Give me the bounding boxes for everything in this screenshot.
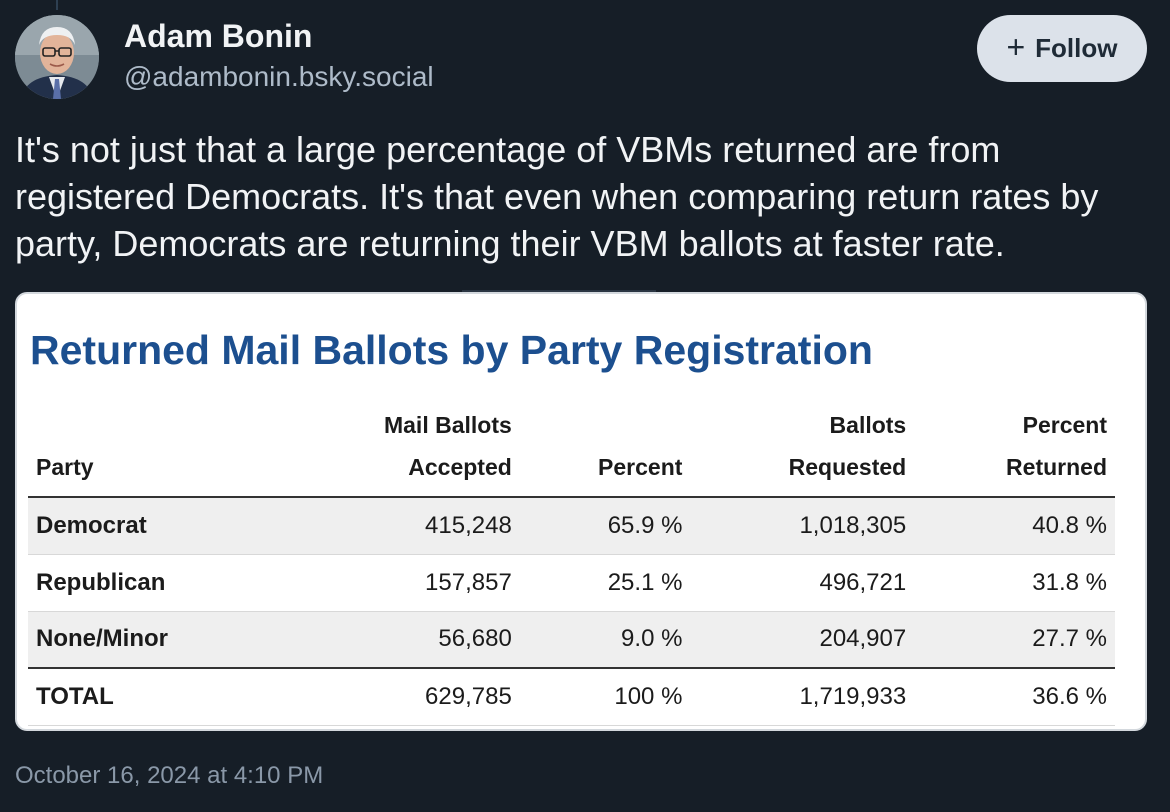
avatar[interactable]: [15, 15, 99, 99]
table-cell: 415,248: [228, 497, 520, 555]
table-cell: 9.0 %: [519, 611, 691, 669]
avatar-photo: [15, 15, 99, 99]
plus-icon: +: [1006, 29, 1026, 65]
table-cell: 31.8 %: [914, 554, 1115, 612]
header-requested-line2: Requested: [788, 454, 907, 480]
table-cell: 56,680: [228, 611, 520, 669]
ballots-table: Party Mail Ballots Accepted Percent Ballo…: [28, 404, 1115, 726]
table-header-row: Party Mail Ballots Accepted Percent Ballo…: [28, 404, 1115, 498]
table-cell: None/Minor: [28, 611, 229, 669]
table-cell: 40.8 %: [914, 497, 1115, 555]
embedded-image[interactable]: Returned Mail Ballots by Party Registrat…: [15, 292, 1147, 731]
table-row: None/Minor 56,680 9.0 % 204,907 27.7 %: [28, 611, 1115, 669]
table-title: Returned Mail Ballots by Party Registrat…: [30, 327, 873, 373]
table-cell: 36.6 %: [914, 668, 1115, 726]
table-cell: 629,785: [228, 668, 520, 726]
author-handle[interactable]: @adambonin.bsky.social: [124, 61, 434, 92]
header-requested-line1: Ballots: [829, 412, 907, 438]
table-cell: 1,719,933: [690, 668, 915, 726]
table-cell: 204,907: [690, 611, 915, 669]
table-cell: Republican: [28, 554, 229, 612]
header-accepted-line2: Accepted: [408, 454, 512, 480]
table-row-total: TOTAL 629,785 100 % 1,719,933 36.6 %: [28, 668, 1115, 726]
author-name[interactable]: Adam Bonin: [124, 18, 313, 54]
follow-label: Follow: [1035, 33, 1118, 63]
table-cell: Democrat: [28, 497, 229, 555]
table-cell: 27.7 %: [914, 611, 1115, 669]
post-text: It's not just that a large percentage of…: [15, 129, 1099, 264]
embed-divider: [462, 290, 656, 292]
header-percent-returned: Percent Returned: [914, 404, 1115, 498]
table-cell: 25.1 %: [519, 554, 691, 612]
post-timestamp[interactable]: October 16, 2024 at 4:10 PM: [15, 762, 324, 789]
header-percent: Percent: [519, 404, 691, 498]
table-row: Republican 157,857 25.1 % 496,721 31.8 %: [28, 554, 1115, 612]
table-row: Democrat 415,248 65.9 % 1,018,305 40.8 %: [28, 497, 1115, 555]
header-party: Party: [28, 404, 229, 498]
table-cell: 496,721: [690, 554, 915, 612]
header-party-line2: Party: [36, 454, 94, 480]
header-accepted-line1: Mail Ballots: [383, 412, 512, 438]
follow-button[interactable]: + Follow: [977, 15, 1147, 82]
table-cell: 65.9 %: [519, 497, 691, 555]
table-cell: 100 %: [519, 668, 691, 726]
header-accepted: Mail Ballots Accepted: [228, 404, 520, 498]
header-returned-line2: Returned: [1006, 454, 1107, 480]
thread-line: [56, 0, 58, 10]
header-percent-line2: Percent: [598, 454, 683, 480]
table-cell: 157,857: [228, 554, 520, 612]
header-returned-line1: Percent: [1022, 412, 1107, 438]
table-cell: TOTAL: [28, 668, 229, 726]
table-cell: 1,018,305: [690, 497, 915, 555]
header-requested: Ballots Requested: [690, 404, 915, 498]
